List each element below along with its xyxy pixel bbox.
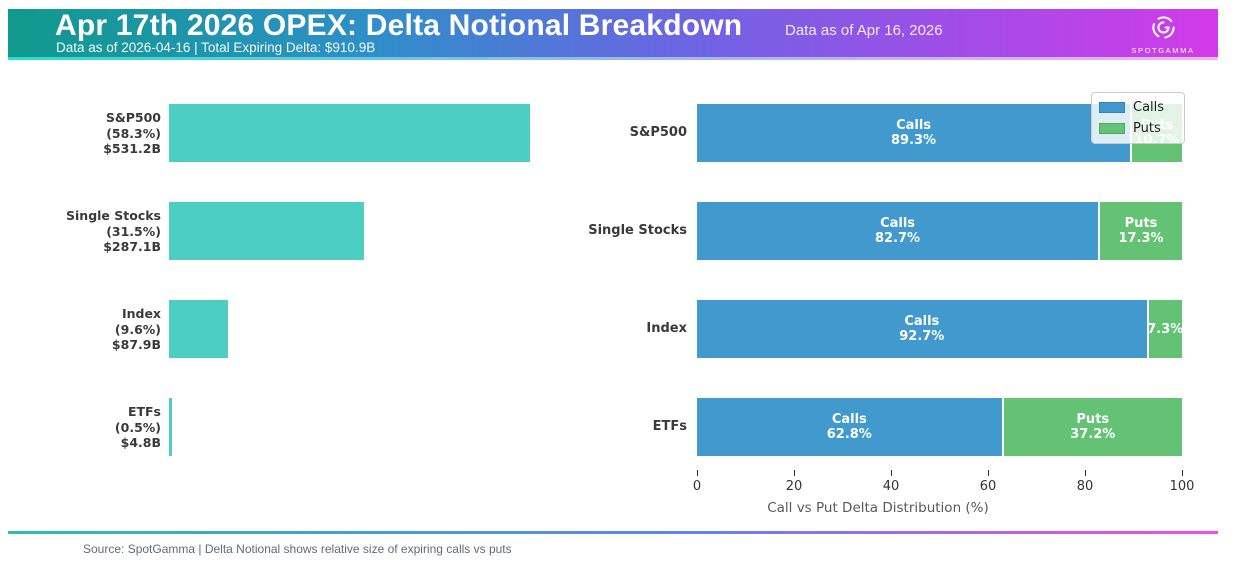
header-accent-line — [8, 57, 1218, 60]
legend-label-puts: Puts — [1133, 121, 1161, 136]
calls-segment-index: Calls 92.7% — [697, 300, 1147, 358]
legend-item-calls: Calls — [1099, 99, 1176, 116]
segment-label: Puts — [1076, 412, 1110, 427]
page-subtitle: Data as of 2026-04-16 | Total Expiring D… — [56, 40, 376, 55]
segment-label: 92.7% — [899, 329, 945, 344]
spotgamma-swirl-icon — [1150, 16, 1177, 45]
distribution-row-label-single-stocks: Single Stocks — [588, 223, 687, 238]
puts-segment-single-stocks: Puts 17.3% — [1098, 202, 1182, 260]
segment-label: Calls — [880, 216, 916, 231]
segment-label: 37.2% — [1070, 427, 1116, 442]
segment-label: 82.7% — [874, 231, 921, 246]
x-axis-tick-label: 0 — [692, 479, 702, 494]
segment-label: Puts — [1124, 216, 1158, 231]
calls-segment-s-p500: Calls 89.3% — [697, 104, 1131, 162]
segment-label: 62.8% — [826, 427, 872, 442]
delta-row-label-single-stocks: Single Stocks (31.5%) $287.1B — [66, 208, 161, 254]
source-note: Source: SpotGamma | Delta Notional shows… — [83, 542, 512, 556]
data-as-of-watermark: Data as of Apr 16, 2026 — [785, 22, 943, 39]
distribution-row-label-s-p500: S&P500 — [629, 125, 687, 140]
x-axis-tick-label: 100 — [1169, 479, 1195, 494]
legend-item-puts: Puts — [1099, 120, 1176, 137]
segment-label: 7.3% — [1147, 321, 1182, 337]
puts-segment-etfs: Puts 37.2% — [1001, 398, 1182, 456]
calls-segment-etfs: Calls 62.8% — [697, 398, 1002, 456]
x-axis-tick-label: 20 — [785, 479, 803, 494]
delta-bar-s-p500 — [169, 104, 530, 162]
calls-legend-swatch-icon — [1099, 102, 1125, 113]
spotgamma-logo: SPOTGAMMA — [1120, 14, 1206, 55]
x-axis-tick — [794, 470, 795, 476]
x-axis-tick-label: 60 — [979, 479, 997, 494]
spotgamma-logo-text: SPOTGAMMA — [1131, 46, 1195, 55]
x-axis-tick-label: 80 — [1076, 479, 1094, 494]
delta-bar-single-stocks — [169, 202, 365, 260]
distribution-row-label-etfs: ETFs — [652, 419, 687, 434]
segment-label: 89.3% — [890, 133, 937, 148]
puts-segment-index: 7.3% — [1146, 300, 1182, 358]
x-axis-title: Call vs Put Delta Distribution (%) — [767, 500, 989, 516]
header-banner: Apr 17th 2026 OPEX: Delta Notional Break… — [8, 9, 1218, 57]
chart-legend: Calls Puts — [1091, 92, 1185, 144]
x-axis-tick — [891, 470, 892, 476]
x-axis-tick — [1182, 470, 1183, 476]
segment-label: Calls — [831, 412, 867, 427]
delta-row-label-index: Index (9.6%) $87.9B — [111, 306, 161, 352]
legend-label-calls: Calls — [1133, 100, 1165, 115]
segment-label: Calls — [904, 314, 940, 329]
delta-row-label-s-p500: S&P500 (58.3%) $531.2B — [103, 110, 161, 156]
delta-bar-etfs — [169, 398, 173, 456]
segment-label: 17.3% — [1118, 231, 1164, 246]
segment-label: Calls — [896, 118, 932, 133]
x-axis-tick-label: 40 — [882, 479, 900, 494]
footer-divider-line — [8, 531, 1218, 534]
calls-segment-single-stocks: Calls 82.7% — [697, 202, 1099, 260]
distribution-row-label-index: Index — [646, 321, 687, 336]
x-axis-tick — [697, 470, 698, 476]
delta-bar-index — [169, 300, 229, 358]
page-title: Apr 17th 2026 OPEX: Delta Notional Break… — [55, 9, 743, 42]
x-axis-tick — [988, 470, 989, 476]
x-axis-tick — [1085, 470, 1086, 476]
delta-row-label-etfs: ETFs (0.5%) $4.8B — [114, 404, 161, 450]
puts-legend-swatch-icon — [1099, 123, 1125, 134]
